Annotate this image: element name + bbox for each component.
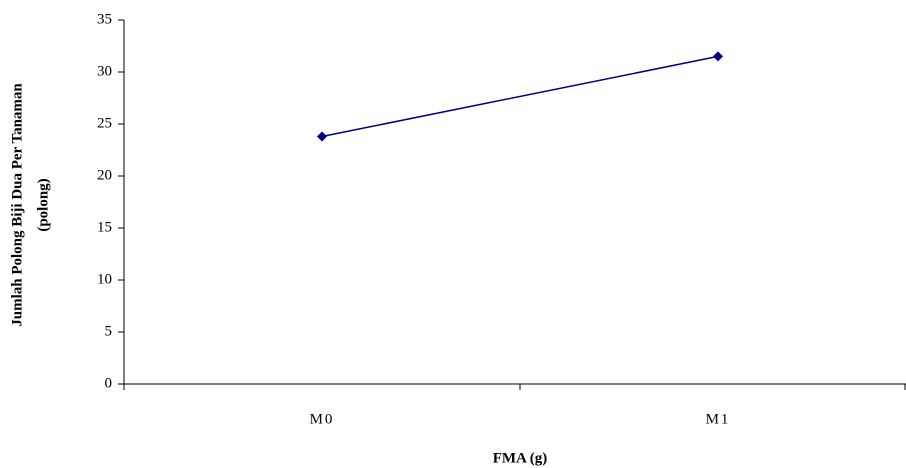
x-tick-label: M1 xyxy=(706,411,731,427)
y-tick-label: 0 xyxy=(105,375,113,391)
page: {"chart_data": {"type": "line", "x_label… xyxy=(0,0,906,468)
data-line xyxy=(322,56,718,136)
y-tick-label: 35 xyxy=(97,11,112,27)
y-axis-title-line: (polong) xyxy=(35,178,51,231)
data-marker xyxy=(713,51,723,61)
y-tick-label: 20 xyxy=(97,167,112,183)
x-axis-title: FMA (g) xyxy=(493,450,548,466)
y-tick-label: 25 xyxy=(97,115,112,131)
x-tick-label: M0 xyxy=(310,411,335,427)
chart: Jumlah Polong Biji Dua Per Tanaman (polo… xyxy=(0,0,906,468)
y-tick-label: 5 xyxy=(105,323,113,339)
data-marker xyxy=(317,131,327,141)
y-tick-label: 10 xyxy=(97,271,112,287)
y-tick-label: 15 xyxy=(97,219,112,235)
y-axis-title-line: Jumlah Polong Biji Dua Per Tanaman xyxy=(9,83,25,327)
y-tick-label: 30 xyxy=(97,63,112,79)
y-axis-title: Jumlah Polong Biji Dua Per Tanaman (polo… xyxy=(9,83,51,327)
